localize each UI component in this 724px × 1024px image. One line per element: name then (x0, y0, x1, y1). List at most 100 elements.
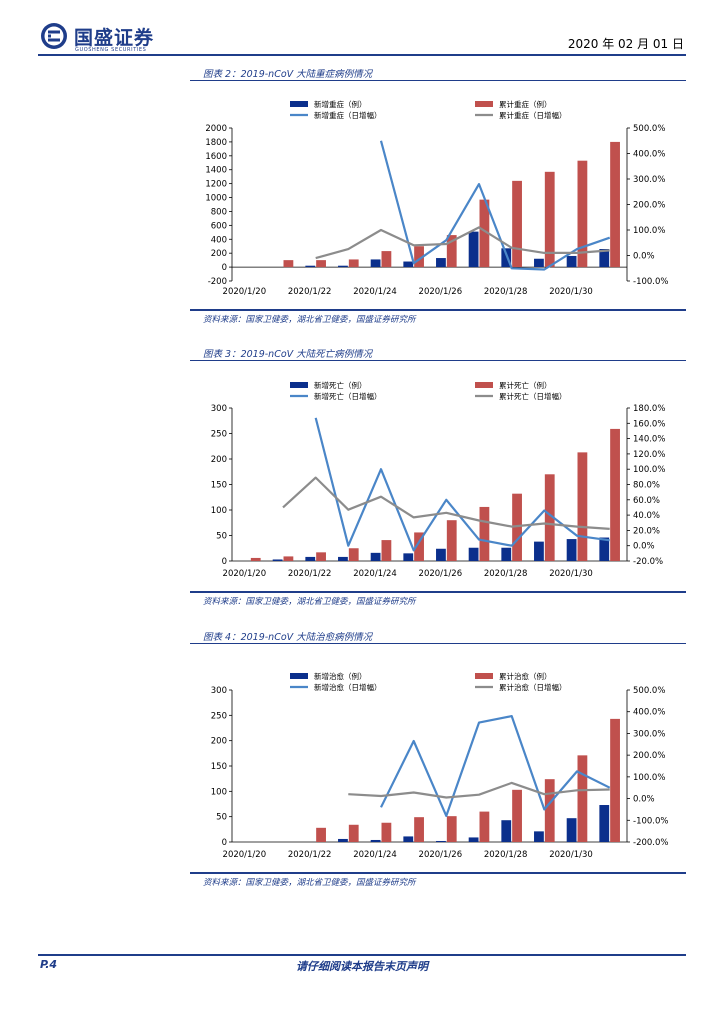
y-left-tick-label-4: 100 (211, 506, 227, 516)
legend-label-1: 累计重症（例） (499, 99, 552, 109)
y-left-tick-label-6: 0 (222, 557, 227, 567)
y-left-tick-label-4: 100 (211, 787, 227, 797)
y-right-tick-label-3: 200.0% (633, 201, 665, 211)
bar-new-8 (501, 820, 512, 842)
x-tick-label-3: 2020/1/26 (419, 850, 463, 860)
line-cum-series (348, 781, 610, 799)
bar-cum-10 (577, 452, 588, 561)
chart-3-cured-cases: 新增治愈（例） 累计治愈（例） 新增治愈（日增幅） 累计治愈（日增幅） 300 250 20… (211, 671, 669, 860)
chart-3-title: 图表 4：2019-nCoV 大陆治愈病例情况 (203, 632, 373, 643)
y-left-tick-label-1: 1800 (205, 138, 227, 148)
y-right-tick-label-1: 400.0% (633, 150, 665, 160)
x-tick-label-5: 2020/1/30 (549, 287, 593, 296)
bar-new-2 (305, 265, 316, 268)
x-tick-label-1: 2020/1/22 (288, 569, 332, 579)
bar-cum-0 (250, 557, 261, 561)
y-left-tick-label-0: 2000 (205, 124, 227, 134)
bar-cum-9 (544, 779, 555, 842)
legend-swatch-0 (290, 382, 308, 388)
y-right-tick-label-6: -100.0% (633, 816, 668, 826)
legend-label-0: 新增死亡（例） (314, 380, 367, 390)
y-left-tick-label-1: 250 (211, 711, 227, 721)
y-left-tick-label-5: 50 (216, 532, 227, 542)
bar-new-9 (534, 831, 544, 842)
y-right-tick-label-3: 200.0% (633, 751, 665, 761)
bar-new-7 (468, 837, 479, 842)
bar-new-4 (370, 259, 381, 268)
guosheng-logo-icon (41, 23, 67, 49)
bar-new-10 (566, 255, 577, 268)
legend-label-2: 新增死亡（日增幅） (314, 391, 382, 401)
legend-label-3: 累计治愈（日增幅） (499, 682, 567, 692)
bar-new-7 (468, 547, 479, 561)
bar-new-4 (370, 839, 381, 842)
y-right-tick-label-5: 0.0% (633, 252, 655, 262)
y-right-tick-label-5: 0.0% (633, 795, 655, 805)
chart-2-source: 资料来源：国家卫健委，湖北省卫健委，国盛证券研究所 (203, 597, 416, 607)
bar-cum-3 (348, 824, 359, 842)
x-tick-label-4: 2020/1/28 (484, 569, 528, 579)
bar-cum-7 (479, 199, 490, 268)
y-right-tick-label-5: 80.0% (633, 481, 660, 491)
y-left-tick-label-5: 1000 (205, 194, 227, 204)
bar-new-4 (370, 552, 381, 561)
bar-new-3 (338, 838, 348, 842)
report-header: 国盛证券 GUOSHENG SECURITIES 2020 年 02 月 01 … (38, 20, 686, 54)
y-right-tick-label-0: 500.0% (633, 686, 665, 696)
y-left-tick-label-5: 50 (216, 813, 227, 823)
legend-label-2: 新增治愈（日增幅） (314, 682, 382, 692)
y-left-tick-label-4: 1200 (205, 180, 227, 190)
x-tick-label-3: 2020/1/26 (419, 287, 463, 296)
legend-label-3: 累计死亡（日增幅） (499, 391, 567, 401)
bar-new-8 (501, 248, 512, 268)
bar-cum-2 (316, 260, 326, 268)
chart-1-source-divider (190, 309, 686, 311)
y-right-tick-label-3: 120.0% (633, 450, 665, 460)
bar-cum-1 (283, 260, 294, 268)
y-left-tick-label-7: 600 (211, 221, 227, 231)
bar-cum-4 (381, 540, 392, 561)
chart-2-death-cases: 新增死亡（例） 累计死亡（例） 新增死亡（日增幅） 累计死亡（日增幅） 300 250 20… (211, 380, 666, 579)
page-number: P.4 (40, 958, 58, 971)
bar-new-9 (534, 541, 544, 561)
x-tick-label-0: 2020/1/20 (223, 569, 267, 579)
bar-cum-7 (479, 811, 490, 842)
bar-new-3 (338, 556, 348, 561)
bar-new-9 (534, 258, 544, 268)
legend-label-1: 累计治愈（例） (499, 671, 552, 681)
disclaimer-note: 请仔细阅读本报告末页声明 (296, 960, 428, 973)
chart-3-title-divider (190, 643, 686, 644)
y-right-tick-label-2: 300.0% (633, 175, 665, 185)
legend-swatch-0 (290, 673, 308, 679)
y-right-tick-label-0: 500.0% (633, 124, 665, 134)
y-right-tick-label-6: -100.0% (633, 277, 668, 287)
bar-cum-6 (446, 816, 457, 842)
x-tick-label-0: 2020/1/20 (223, 850, 267, 860)
line-new-series (314, 417, 610, 552)
x-tick-label-5: 2020/1/30 (549, 569, 593, 579)
bar-new-5 (403, 836, 414, 842)
bar-cum-10 (577, 160, 588, 268)
bar-new-11 (599, 805, 610, 842)
bar-cum-2 (316, 827, 326, 842)
bar-cum-8 (512, 493, 522, 561)
footer-divider (38, 954, 686, 956)
x-tick-label-2: 2020/1/24 (353, 850, 397, 860)
bar-new-2 (305, 556, 316, 561)
y-right-tick-label-8: 20.0% (633, 526, 660, 536)
bar-new-5 (403, 261, 414, 268)
bar-cum-6 (446, 235, 457, 268)
y-left-tick-label-2: 200 (211, 737, 227, 747)
chart-2-source-divider (190, 591, 686, 593)
bar-cum-4 (381, 822, 392, 842)
y-right-tick-label-4: 100.0% (633, 226, 665, 236)
y-left-tick-label-3: 150 (211, 481, 227, 491)
y-left-tick-label-0: 300 (211, 686, 227, 696)
y-left-tick-label-3: 150 (211, 762, 227, 772)
x-tick-label-4: 2020/1/28 (484, 850, 528, 860)
bar-new-6 (436, 258, 446, 268)
report-date: 2020 年 02 月 01 日 (567, 37, 684, 51)
bar-cum-11 (610, 141, 620, 268)
bar-new-7 (468, 231, 479, 268)
bar-cum-3 (348, 548, 359, 561)
